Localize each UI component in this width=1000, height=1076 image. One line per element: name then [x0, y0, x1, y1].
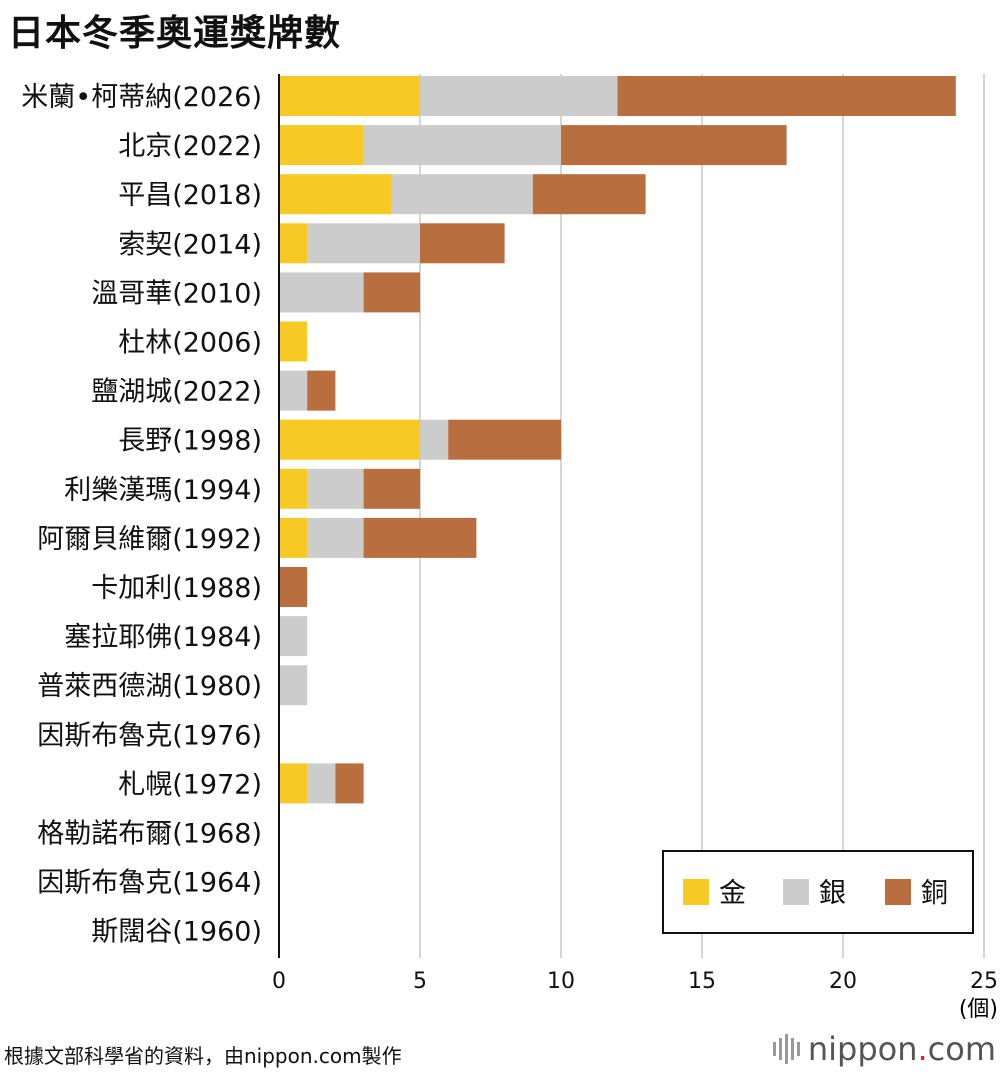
bar-segment-silver — [307, 223, 420, 264]
bar-segment-silver — [363, 125, 561, 166]
category-label: 鹽湖城(2022) — [91, 377, 262, 408]
bar-segment-silver — [420, 76, 618, 116]
legend-swatch — [783, 879, 809, 905]
category-label: 卡加利(1988) — [91, 573, 262, 604]
bar-segment-bronze — [279, 567, 308, 607]
bar-segment-bronze — [532, 174, 646, 215]
brand-dot: . — [917, 1030, 928, 1068]
category-label: 塞拉耶佛(1984) — [64, 622, 262, 653]
legend-label: 金 — [719, 878, 746, 909]
legend-swatch — [885, 879, 911, 905]
bar-segment-silver — [279, 272, 364, 313]
category-label: 平昌(2018) — [118, 180, 262, 211]
category-label: 格勒諾布爾(1968) — [37, 819, 262, 850]
bar-segment-silver — [279, 665, 308, 706]
bar-segment-silver — [307, 517, 364, 558]
bar-segment-gold — [279, 125, 364, 166]
bars — [279, 76, 956, 804]
bar-segment-gold — [279, 517, 308, 558]
chart-title: 日本冬季奧運獎牌數 — [8, 13, 342, 54]
category-label: 札幌(1972) — [118, 769, 262, 800]
x-tick-label: 0 — [272, 969, 286, 994]
x-tick-label: 5 — [413, 969, 427, 994]
bar-segment-bronze — [363, 517, 477, 558]
bar-segment-gold — [279, 223, 308, 264]
bar-segment-bronze — [420, 223, 505, 264]
bar-segment-gold — [279, 763, 308, 804]
nippon-bars-icon — [772, 1034, 800, 1064]
x-tick-label: 15 — [688, 969, 716, 994]
category-label: 利樂漢瑪(1994) — [64, 475, 262, 506]
brand-name: nippon — [807, 1030, 918, 1068]
legend-label: 銀 — [819, 878, 846, 909]
category-label: 溫哥華(2010) — [91, 278, 262, 309]
category-label: 因斯布魯克(1964) — [37, 868, 262, 899]
bar-segment-bronze — [335, 763, 364, 804]
x-axis-ticks: 0 5 10 15 20 25 — [272, 969, 998, 994]
bar-segment-bronze — [561, 125, 787, 166]
bar-segment-bronze — [448, 419, 561, 460]
legend-label: 銅 — [921, 878, 948, 909]
x-tick-label: 10 — [547, 969, 575, 994]
category-label: 索契(2014) — [118, 229, 262, 260]
bar-segment-gold — [279, 321, 308, 362]
category-label: 因斯布魯克(1976) — [37, 720, 262, 751]
bar-segment-silver — [420, 419, 449, 460]
bar-segment-gold — [279, 76, 420, 116]
bar-segment-silver — [307, 468, 364, 509]
x-axis-unit-label: (個) — [959, 997, 998, 1022]
bar-segment-silver — [279, 370, 308, 411]
bar-segment-bronze — [307, 370, 336, 411]
category-label: 斯闊谷(1960) — [91, 917, 262, 948]
category-label: 普萊西德湖(1980) — [37, 671, 262, 702]
category-labels: 米蘭•柯蒂納(2026) 北京(2022) 平昌(2018) 索契(2014) 溫哥華(… — [21, 82, 262, 948]
source-note: 根據文部科學省的資料，由nippon.com製作 — [4, 1044, 402, 1068]
brand-tld: com — [927, 1030, 996, 1068]
grid-lines — [419, 74, 985, 958]
brand-logo: nippon.com — [772, 1030, 996, 1068]
bar-segment-bronze — [363, 272, 420, 313]
category-label: 阿爾貝維爾(1992) — [37, 524, 262, 555]
x-tick-label: 20 — [829, 969, 857, 994]
category-label: 長野(1998) — [118, 426, 262, 457]
bar-segment-bronze — [617, 76, 956, 116]
legend: 金銀銅 — [662, 850, 974, 934]
bar-segment-gold — [279, 419, 420, 460]
bar-segment-silver — [307, 763, 336, 804]
bar-segment-gold — [279, 174, 392, 215]
category-label: 杜林(2006) — [118, 328, 262, 359]
bar-segment-silver — [279, 616, 308, 657]
bar-segment-gold — [279, 468, 308, 509]
x-tick-label: 25 — [970, 969, 998, 994]
category-label: 北京(2022) — [118, 131, 262, 162]
bar-segment-silver — [391, 174, 533, 215]
bar-segment-bronze — [363, 468, 420, 509]
legend-swatch — [683, 879, 709, 905]
category-label: 米蘭•柯蒂納(2026) — [21, 82, 262, 113]
legend-box — [662, 850, 974, 934]
